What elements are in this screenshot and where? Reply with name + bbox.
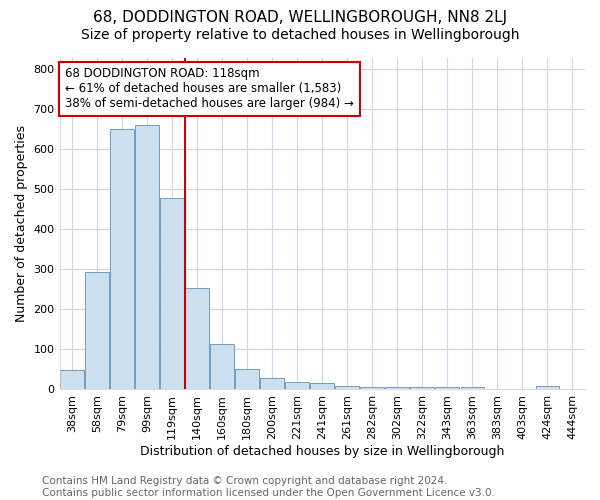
Text: Contains HM Land Registry data © Crown copyright and database right 2024.
Contai: Contains HM Land Registry data © Crown c…	[42, 476, 495, 498]
Bar	[385, 387, 409, 389]
Bar	[461, 387, 484, 389]
Bar	[160, 198, 184, 389]
Bar	[185, 288, 209, 389]
Text: 68 DODDINGTON ROAD: 118sqm
← 61% of detached houses are smaller (1,583)
38% of s: 68 DODDINGTON ROAD: 118sqm ← 61% of deta…	[65, 68, 353, 110]
Bar	[260, 378, 284, 389]
Bar	[310, 383, 334, 389]
Bar	[135, 124, 159, 389]
Bar	[361, 387, 384, 389]
Bar	[60, 370, 84, 389]
Y-axis label: Number of detached properties: Number of detached properties	[15, 124, 28, 322]
Bar	[536, 386, 559, 389]
X-axis label: Distribution of detached houses by size in Wellingborough: Distribution of detached houses by size …	[140, 444, 505, 458]
Bar	[85, 272, 109, 389]
Bar	[235, 369, 259, 389]
Bar	[110, 129, 134, 389]
Bar	[436, 387, 459, 389]
Bar	[286, 382, 309, 389]
Bar	[410, 387, 434, 389]
Text: Size of property relative to detached houses in Wellingborough: Size of property relative to detached ho…	[81, 28, 519, 42]
Text: 68, DODDINGTON ROAD, WELLINGBOROUGH, NN8 2LJ: 68, DODDINGTON ROAD, WELLINGBOROUGH, NN8…	[93, 10, 507, 25]
Bar	[335, 386, 359, 389]
Bar	[210, 344, 234, 389]
